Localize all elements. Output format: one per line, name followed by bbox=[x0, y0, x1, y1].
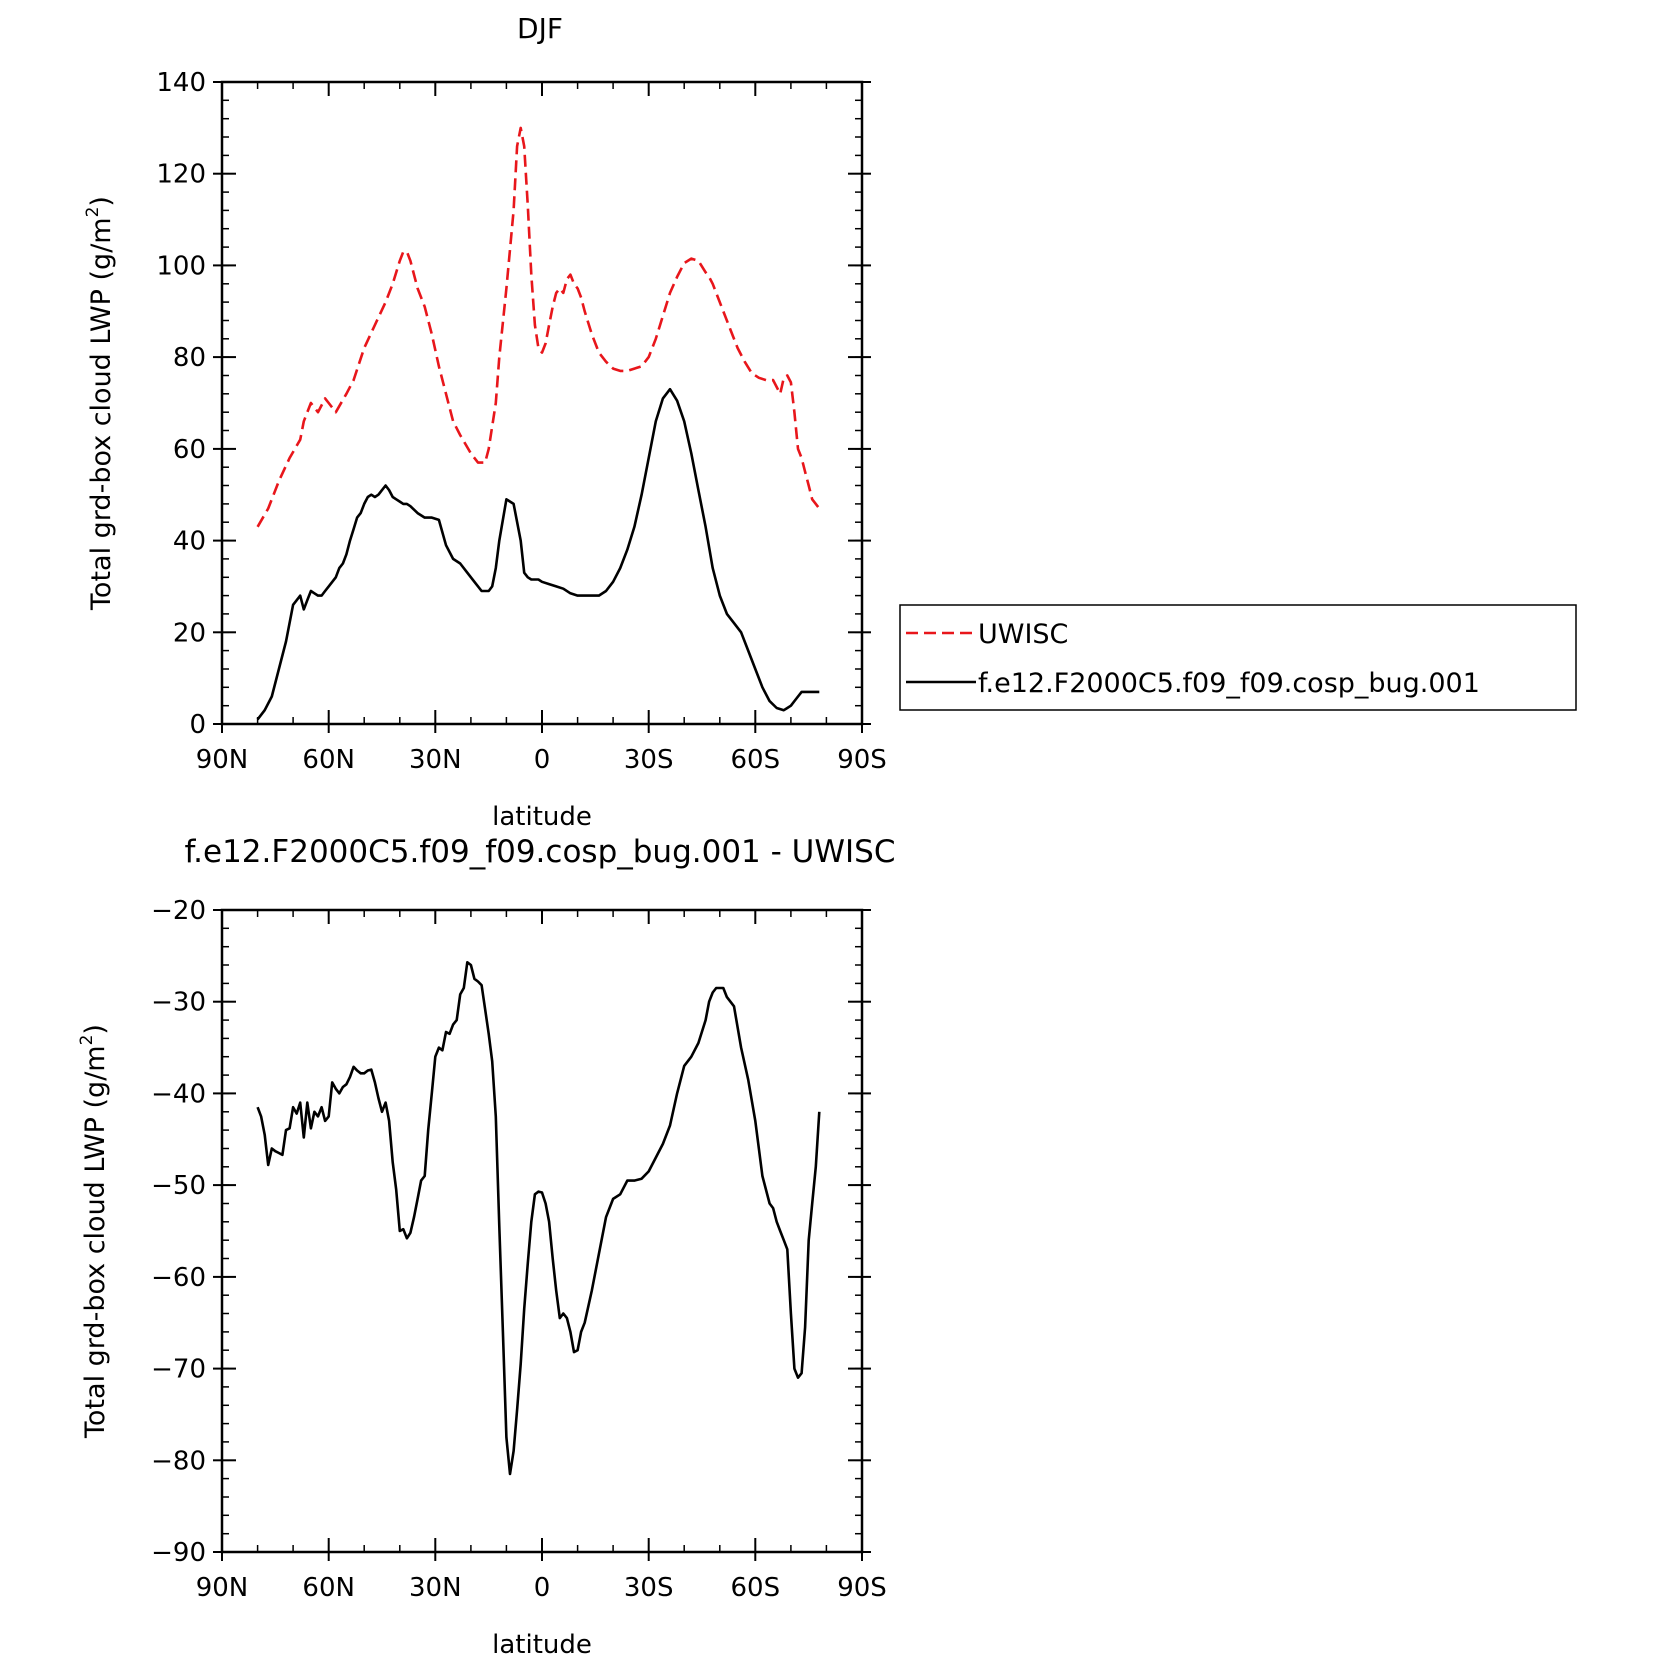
legend-label-model: f.e12.F2000C5.f09_f09.cosp_bug.001 bbox=[978, 668, 1480, 699]
top-series-line-1 bbox=[256, 387, 820, 721]
top-ytick-label: 20 bbox=[173, 618, 206, 648]
top-ytick-label: 140 bbox=[156, 68, 206, 98]
top-ylabel-sup: 2 bbox=[83, 207, 103, 218]
bottom-ylabel-base: Total grd-box cloud LWP (g/m bbox=[80, 1045, 111, 1439]
top-xtick-label: 90N bbox=[196, 745, 249, 775]
bottom-xtick-label: 60S bbox=[731, 1573, 781, 1603]
bottom-ytick-label: −50 bbox=[151, 1171, 206, 1201]
bottom-ylabel: Total grd-box cloud LWP (g/m2) bbox=[77, 1024, 111, 1439]
bottom-ytick-label: −20 bbox=[151, 896, 206, 926]
top-ylabel: Total grd-box cloud LWP (g/m2) bbox=[83, 196, 117, 611]
bottom-series-group bbox=[256, 960, 821, 1476]
top-ytick-label: 80 bbox=[173, 343, 206, 373]
top-ylabel-base: Total grd-box cloud LWP (g/m bbox=[86, 217, 117, 611]
top-xtick-label: 90S bbox=[837, 745, 887, 775]
top-xtick-label: 30S bbox=[624, 745, 674, 775]
top-xtick-label: 60S bbox=[731, 745, 781, 775]
bottom-ytick-label: −30 bbox=[151, 988, 206, 1018]
bottom-ytick-label: −60 bbox=[151, 1263, 206, 1293]
top-title: DJF bbox=[517, 12, 563, 45]
bottom-ytick-label: −80 bbox=[151, 1446, 206, 1476]
bottom-ylabel-close: ) bbox=[80, 1024, 111, 1035]
bottom-ylabel-sup: 2 bbox=[77, 1035, 97, 1046]
bottom-xtick-label: 0 bbox=[534, 1573, 551, 1603]
top-ytick-label: 60 bbox=[173, 435, 206, 465]
bottom-series-line-0 bbox=[256, 960, 821, 1476]
top-ytick-label: 120 bbox=[156, 160, 206, 190]
top-xlabel: latitude bbox=[492, 802, 592, 832]
top-plot-frame bbox=[220, 80, 864, 726]
top-ytick-label: 100 bbox=[156, 251, 206, 281]
bottom-axes: 90N 60N 30N 0 30S 60S 90S −90 −80 −70 −60 −50 −40 −30… bbox=[151, 896, 887, 1603]
bottom-xtick-label: 90N bbox=[196, 1573, 249, 1603]
bottom-plot-frame bbox=[220, 908, 864, 1554]
top-axes: 90N 60N 30N 0 30S 60S 90S 0 20 40 60 80 100 120 140 bbox=[156, 68, 886, 775]
bottom-ytick-label: −90 bbox=[151, 1538, 206, 1568]
bottom-ytick-label: −40 bbox=[151, 1079, 206, 1109]
bottom-xlabel: latitude bbox=[492, 1630, 592, 1658]
legend-box bbox=[899, 604, 1577, 711]
top-ytick-label: 40 bbox=[173, 527, 206, 557]
bottom-xtick-label: 30S bbox=[624, 1573, 674, 1603]
bottom-xtick-label: 30N bbox=[409, 1573, 462, 1603]
bottom-title: f.e12.F2000C5.f09_f09.cosp_bug.001 - UWI… bbox=[185, 834, 896, 870]
top-ytick-label: 0 bbox=[189, 710, 206, 740]
top-panel: DJF 90N 60N 30N 0 30S 60S 90S 0 20 40 60 80 100 120 14… bbox=[83, 12, 1577, 832]
legend-label-uwisc: UWISC bbox=[978, 619, 1068, 650]
top-xtick-label: 30N bbox=[409, 745, 462, 775]
top-series-group bbox=[256, 126, 821, 721]
bottom-xtick-label: 90S bbox=[837, 1573, 887, 1603]
bottom-panel: f.e12.F2000C5.f09_f09.cosp_bug.001 - UWI… bbox=[77, 834, 895, 1658]
top-series-line-0 bbox=[256, 126, 821, 528]
top-ylabel-close: ) bbox=[86, 196, 117, 207]
bottom-xtick-label: 60N bbox=[302, 1573, 355, 1603]
top-xtick-label: 60N bbox=[302, 745, 355, 775]
legend: UWISC f.e12.F2000C5.f09_f09.cosp_bug.001 bbox=[899, 604, 1577, 711]
bottom-ytick-label: −70 bbox=[151, 1355, 206, 1385]
top-xtick-label: 0 bbox=[534, 745, 551, 775]
